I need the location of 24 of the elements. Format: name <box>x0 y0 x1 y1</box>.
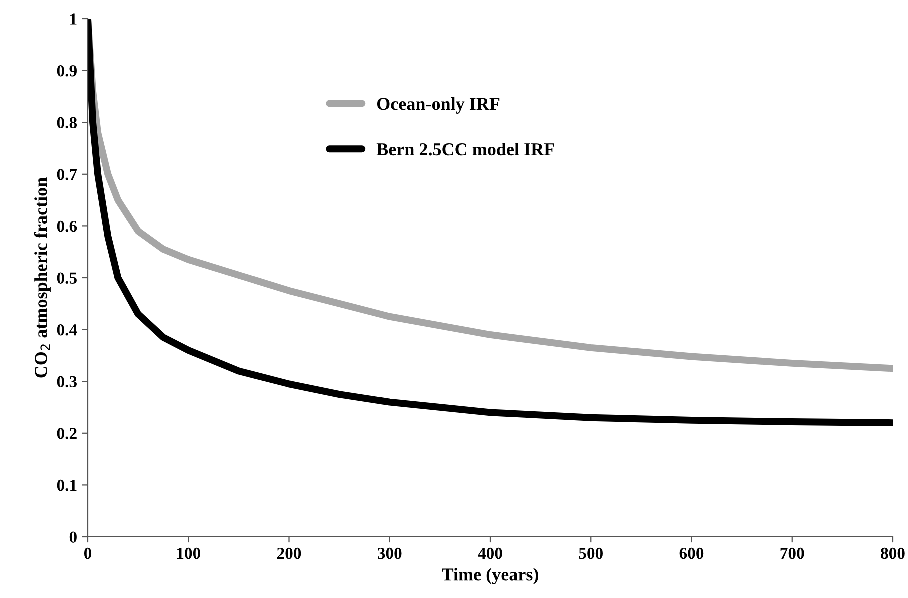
y-tick-label: 0 <box>70 532 77 543</box>
x-axis-title: Time (years) <box>442 568 538 585</box>
y-tick-label: 0.7 <box>57 169 78 180</box>
y-tick-label: 0.4 <box>57 324 78 336</box>
y-axis-title: CO$_{2}$ atmospheric fraction <box>34 178 51 378</box>
y-tick-label: 0.2 <box>57 428 77 440</box>
legend-label: Bern 2.5CC model IRF <box>376 142 554 156</box>
y-tick-label: 0.5 <box>57 272 77 284</box>
x-tick-label: 700 <box>780 548 804 560</box>
x-tick-label: 0 <box>84 548 92 560</box>
y-tick-label: 0.3 <box>57 376 78 388</box>
x-tick-label: 100 <box>177 548 200 560</box>
x-tick-label: 500 <box>579 548 603 560</box>
y-tick-label: 0.8 <box>57 117 78 129</box>
legend-label: Ocean-only IRF <box>377 98 500 114</box>
y-tick-label: 0.1 <box>57 480 77 492</box>
x-tick-label: 400 <box>478 548 502 560</box>
y-tick-label: 1 <box>70 14 77 25</box>
x-tick-label: 300 <box>378 548 402 560</box>
x-tick-label: 800 <box>881 548 905 560</box>
y-tick-label: 0.6 <box>57 220 78 232</box>
y-tick-label: 0.9 <box>57 66 77 77</box>
x-tick-label: 200 <box>277 548 302 560</box>
x-tick-label: 600 <box>680 548 704 560</box>
